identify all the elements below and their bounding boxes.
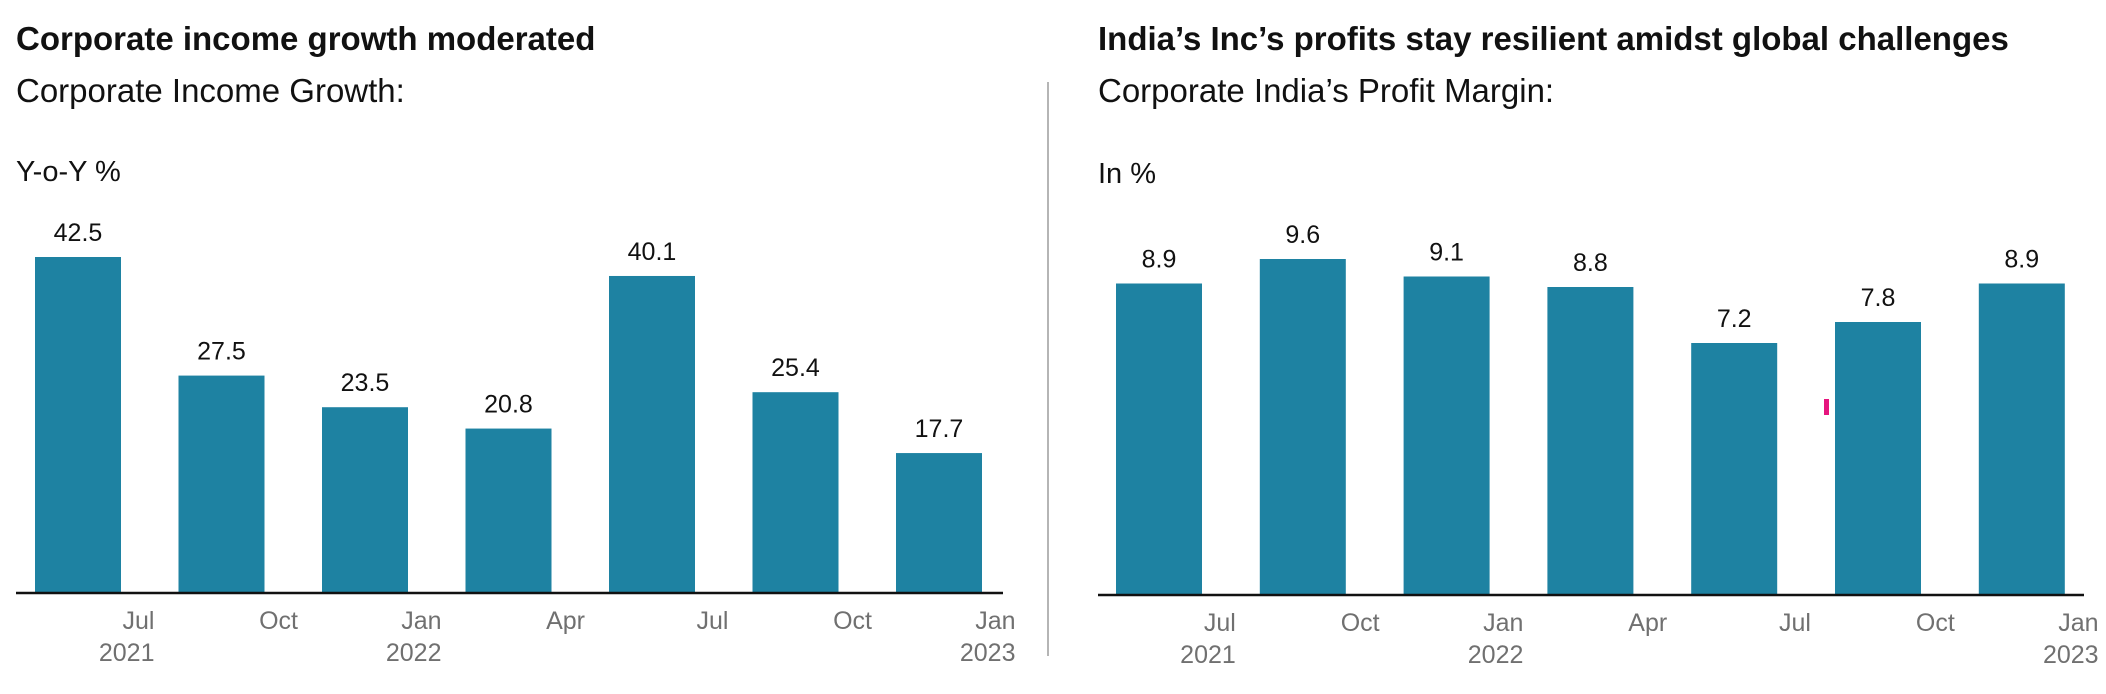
y-axis-unit-label: In % bbox=[1098, 158, 1157, 190]
data-label: 8.8 bbox=[1573, 249, 1608, 277]
left-chart-panel: Corporate income growth moderated Corpor… bbox=[0, 0, 1040, 694]
x-tick-label: Oct bbox=[1341, 609, 1380, 637]
bar-apr-2022 bbox=[1547, 287, 1634, 595]
x-tick-year-label: 2021 bbox=[99, 639, 155, 667]
x-tick-year-label: 2023 bbox=[2043, 641, 2099, 669]
data-label: 23.5 bbox=[341, 369, 390, 397]
chart-subtitle: Corporate India’s Profit Margin: bbox=[1098, 72, 1555, 109]
bar-oct-2022 bbox=[1835, 322, 1921, 595]
chart-title: India’s Inc’s profits stay resilient ami… bbox=[1098, 20, 2009, 57]
x-tick-label: Jul bbox=[1204, 609, 1236, 637]
corporate-income-growth-chart: 42.5 27.5 23.5 20.8 40.1 25.4 17.7 Jul 2021 Oct Ja… bbox=[16, 219, 1016, 667]
bar-jul-2022 bbox=[609, 275, 695, 593]
bar-jul-2021 bbox=[1116, 283, 1202, 595]
data-label: 17.7 bbox=[915, 415, 964, 443]
bar-jan-2023 bbox=[1978, 283, 2065, 595]
data-label: 7.8 bbox=[1861, 284, 1896, 312]
bar-oct-2021 bbox=[1259, 259, 1346, 595]
data-label: 27.5 bbox=[197, 338, 246, 366]
x-tick-label: Jan bbox=[975, 607, 1015, 635]
data-label: 42.5 bbox=[54, 219, 103, 247]
x-tick-label: Jul bbox=[123, 607, 155, 635]
x-tick-label: Jan bbox=[401, 607, 441, 635]
bar-jan-2022 bbox=[322, 407, 408, 593]
profit-margin-chart: 8.9 9.6 9.1 8.8 7.2 7.8 8.9 Jul 2021 Oct Jan 2022 Ap… bbox=[1098, 221, 2099, 669]
data-label: 8.9 bbox=[1142, 246, 1177, 274]
data-label: 8.9 bbox=[2004, 246, 2039, 274]
data-label: 25.4 bbox=[771, 354, 820, 382]
data-label: 9.1 bbox=[1429, 239, 1464, 267]
x-tick-label: Jan bbox=[1483, 609, 1523, 637]
chart-title: Corporate income growth moderated bbox=[16, 20, 596, 57]
right-chart-panel: India’s Inc’s profits stay resilient ami… bbox=[1082, 0, 2106, 694]
x-tick-year-label: 2023 bbox=[960, 639, 1016, 667]
x-tick-label: Oct bbox=[259, 607, 298, 635]
data-label: 9.6 bbox=[1285, 221, 1320, 249]
data-label: 20.8 bbox=[484, 391, 533, 419]
x-tick-year-label: 2021 bbox=[1180, 641, 1236, 669]
bar-apr-2022 bbox=[465, 428, 552, 593]
data-label: 7.2 bbox=[1717, 305, 1752, 333]
data-label: 40.1 bbox=[628, 238, 677, 266]
bar-oct-2022 bbox=[752, 392, 839, 593]
bar-jan-2023 bbox=[896, 453, 982, 593]
y-axis-unit-label: Y-o-Y % bbox=[16, 156, 121, 188]
bar-oct-2021 bbox=[178, 375, 265, 593]
x-tick-label: Jan bbox=[2058, 609, 2098, 637]
bar-jul-2021 bbox=[35, 257, 121, 593]
chart-subtitle: Corporate Income Growth: bbox=[16, 72, 405, 109]
bar-jul-2022 bbox=[1691, 343, 1778, 595]
x-tick-label: Oct bbox=[1916, 609, 1955, 637]
x-tick-label: Oct bbox=[833, 607, 872, 635]
marker-tick bbox=[1824, 399, 1829, 415]
x-tick-year-label: 2022 bbox=[386, 639, 442, 667]
bar-jan-2022 bbox=[1403, 276, 1490, 595]
x-tick-label: Jul bbox=[697, 607, 729, 635]
x-tick-label: Apr bbox=[1628, 609, 1667, 637]
x-tick-year-label: 2022 bbox=[1468, 641, 1524, 669]
panel-divider bbox=[1047, 82, 1049, 656]
x-tick-label: Apr bbox=[546, 607, 585, 635]
x-tick-label: Jul bbox=[1779, 609, 1811, 637]
